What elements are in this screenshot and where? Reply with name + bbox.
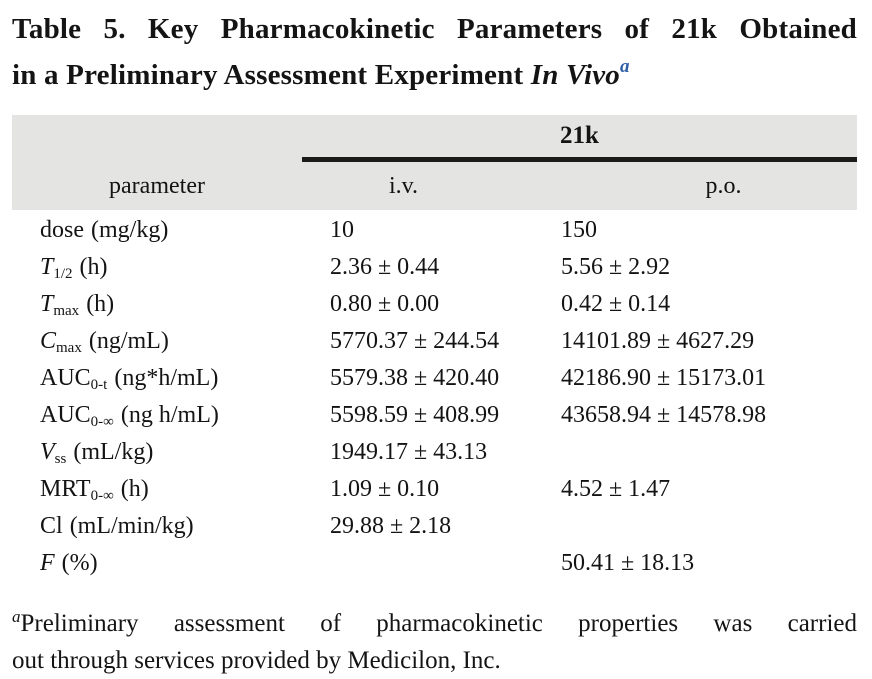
po-value: 150 bbox=[561, 217, 597, 243]
po-value: 0.42 ± 0.14 bbox=[561, 291, 671, 317]
iv-value: 5579.38 ± 420.40 bbox=[330, 365, 500, 391]
table-row-dose: dose (mg/kg) 10 150 bbox=[12, 212, 857, 249]
column-header-iv: i.v. bbox=[388, 172, 419, 199]
po-value: 4.52 ± 1.47 bbox=[561, 476, 671, 502]
table-title: Table 5. Key Pharmacokinetic Parameters … bbox=[12, 0, 857, 94]
po-value: 43658.94 ± 14578.98 bbox=[561, 402, 767, 428]
iv-value: 10 bbox=[330, 217, 354, 243]
table-row-cmax: Cmax (ng/mL) 5770.37 ± 244.54 14101.89 ± … bbox=[12, 323, 857, 360]
table-title-invivo: In Vivo bbox=[530, 59, 621, 91]
parameter-label: MRT0-∞ (h) bbox=[40, 476, 149, 504]
group-header-21k: 21k bbox=[302, 115, 857, 162]
paper-table-figure: Table 5. Key Pharmacokinetic Parameters … bbox=[12, 0, 857, 679]
iv-value: 5598.59 ± 408.99 bbox=[330, 402, 500, 428]
column-header-row: parameter i.v. p.o. bbox=[12, 162, 857, 210]
column-header-parameter: parameter bbox=[109, 172, 205, 199]
column-header-po: p.o. bbox=[705, 172, 742, 199]
table-row-cl: Cl (mL/min/kg) 29.88 ± 2.18 bbox=[12, 508, 857, 545]
iv-value: 1.09 ± 0.10 bbox=[330, 476, 440, 502]
parameter-label: dose (mg/kg) bbox=[40, 217, 169, 243]
po-value bbox=[535, 508, 857, 545]
parameter-label: AUC0-t (ng*h/mL) bbox=[40, 365, 219, 393]
parameter-label: Vss (mL/kg) bbox=[40, 439, 154, 467]
parameter-label: Tmax (h) bbox=[40, 291, 115, 319]
table-header-band: 21k parameter i.v. p.o. bbox=[12, 115, 857, 210]
iv-value bbox=[302, 545, 535, 582]
parameter-label: Cmax (ng/mL) bbox=[40, 328, 169, 356]
footnote-superscript-a: a bbox=[12, 607, 21, 626]
footnote-line1-text: Preliminary assessment of pharmacokineti… bbox=[20, 610, 858, 637]
footnote-line2: out through services provided by Medicil… bbox=[12, 647, 501, 674]
po-value: 50.41 ± 18.13 bbox=[561, 550, 695, 576]
po-value: 5.56 ± 2.92 bbox=[561, 254, 671, 280]
parameter-label: T1/2 (h) bbox=[40, 254, 108, 282]
po-value: 14101.89 ± 4627.29 bbox=[561, 328, 755, 354]
table-row-t-half: T1/2 (h) 2.36 ± 0.44 5.56 ± 2.92 bbox=[12, 249, 857, 286]
table-title-line1: Table 5. Key Pharmacokinetic Parameters … bbox=[12, 13, 857, 45]
footnote-marker-a: a bbox=[620, 56, 630, 77]
group-header-row: 21k bbox=[12, 115, 857, 162]
po-value bbox=[535, 434, 857, 471]
parameter-label: Cl (mL/min/kg) bbox=[40, 513, 194, 539]
pharmacokinetics-table: 21k parameter i.v. p.o. dose (mg/kg) 10 1… bbox=[12, 115, 857, 582]
footnote-line1: aPreliminary assessment of pharmacokinet… bbox=[12, 598, 857, 642]
table-title-line2: in a Preliminary Assessment Experiment I… bbox=[12, 48, 857, 94]
group-header-spacer bbox=[12, 115, 302, 162]
iv-value: 2.36 ± 0.44 bbox=[330, 254, 440, 280]
iv-value: 0.80 ± 0.00 bbox=[330, 291, 440, 317]
table-row-auc0inf: AUC0-∞ (ng h/mL) 5598.59 ± 408.99 43658.9… bbox=[12, 397, 857, 434]
iv-value: 5770.37 ± 244.54 bbox=[330, 328, 500, 354]
table-row-vss: Vss (mL/kg) 1949.17 ± 43.13 bbox=[12, 434, 857, 471]
parameter-label: AUC0-∞ (ng h/mL) bbox=[40, 402, 219, 430]
table-body: dose (mg/kg) 10 150 T1/2 (h) 2.36 ± 0.44 5… bbox=[12, 210, 857, 582]
table-row-auc0t: AUC0-t (ng*h/mL) 5579.38 ± 420.40 42186.9… bbox=[12, 360, 857, 397]
table-row-tmax: Tmax (h) 0.80 ± 0.00 0.42 ± 0.14 bbox=[12, 286, 857, 323]
table-row-f: F (%) 50.41 ± 18.13 bbox=[12, 545, 857, 582]
parameter-label: F (%) bbox=[40, 550, 98, 576]
table-row-mrt: MRT0-∞ (h) 1.09 ± 0.10 4.52 ± 1.47 bbox=[12, 471, 857, 508]
po-value: 42186.90 ± 15173.01 bbox=[561, 365, 767, 391]
table-title-line2-text: in a Preliminary Assessment Experiment bbox=[12, 59, 531, 91]
iv-value: 1949.17 ± 43.13 bbox=[330, 439, 488, 465]
iv-value: 29.88 ± 2.18 bbox=[330, 513, 452, 539]
